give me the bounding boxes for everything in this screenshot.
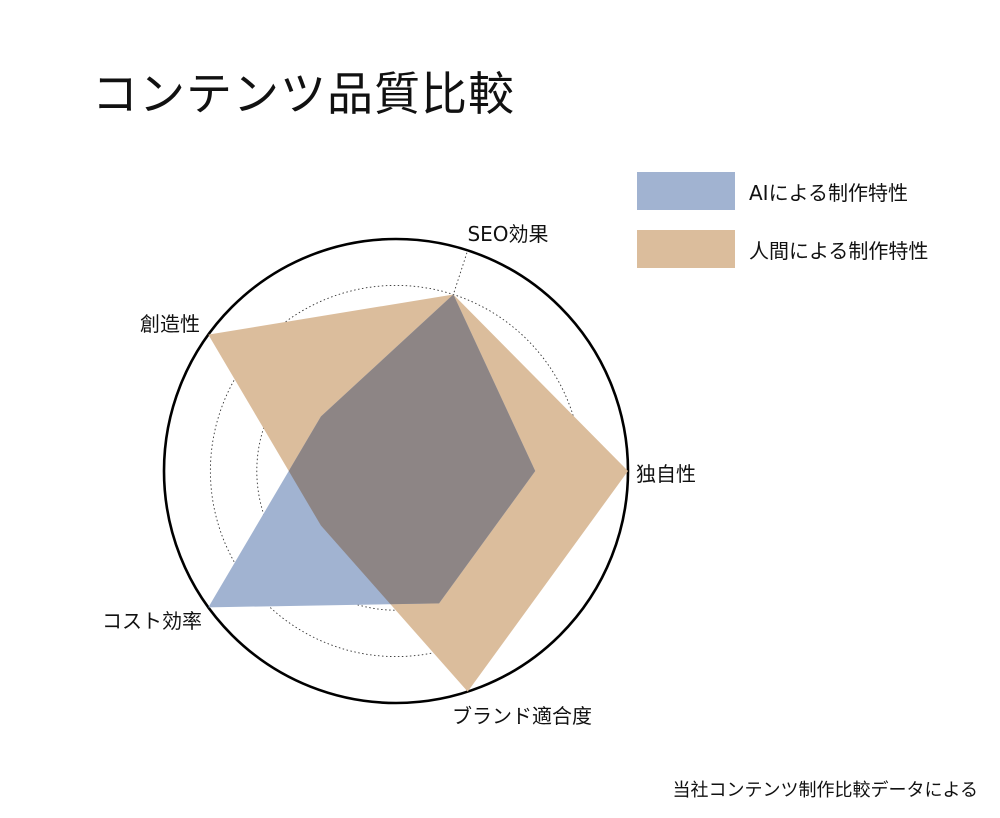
radar-series (208, 294, 629, 692)
legend-label-human: 人間による制作特性 (749, 238, 929, 263)
legend-item-ai: AIによる制作特性 (637, 172, 928, 210)
legend-swatch-ai (637, 172, 735, 210)
axis-label-1: SEO効果 (467, 222, 548, 246)
axis-label-3: コスト効率 (102, 609, 202, 633)
legend-swatch-human (637, 230, 735, 268)
axis-label-2: 創造性 (140, 312, 200, 336)
axis-label-0: 独自性 (636, 462, 696, 486)
source-note: 当社コンテンツ制作比較データによる (672, 780, 978, 801)
legend-item-human: 人間による制作特性 (637, 230, 928, 268)
legend-label-ai: AIによる制作特性 (749, 180, 908, 205)
chart-title: コンテンツ品質比較 (92, 67, 515, 121)
axis-label-4: ブランド適合度 (452, 704, 592, 728)
legend: AIによる制作特性 人間による制作特性 (637, 172, 928, 288)
